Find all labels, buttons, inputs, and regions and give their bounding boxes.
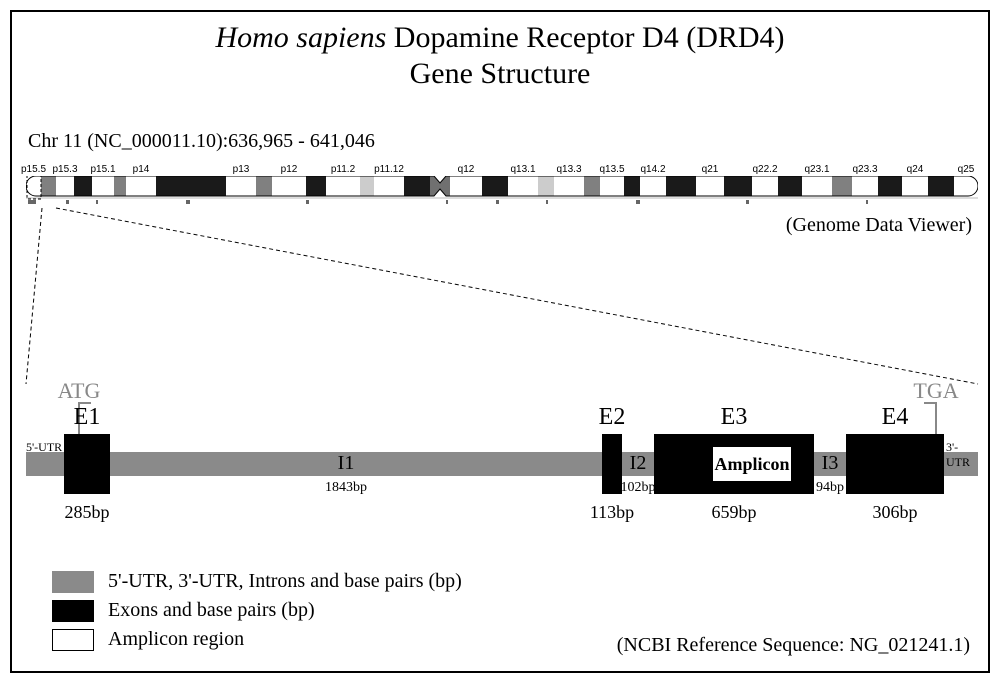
exon-e2: [602, 434, 622, 494]
band-label: q13.3: [556, 164, 581, 175]
band-label: p15.1: [90, 164, 115, 175]
legend-swatch-black: [52, 600, 94, 622]
exon-bp-e3: 659bp: [712, 502, 757, 523]
title-line2: Gene Structure: [410, 57, 591, 90]
exon-label-e4: E4: [882, 404, 909, 431]
legend-row-black: Exons and base pairs (bp): [52, 599, 952, 622]
intron-label-i1: I1: [338, 452, 355, 475]
tga-connector: [935, 402, 937, 434]
legend-swatch-white: [52, 629, 94, 651]
band-label: p11.2: [331, 164, 355, 175]
band-label: q14.2: [640, 164, 665, 175]
band-label: q22.2: [752, 164, 777, 175]
band-label: p11.12: [374, 164, 404, 175]
band-label: p14: [133, 164, 150, 175]
intron-label-i2: I2: [630, 452, 647, 475]
band-label: p12: [281, 164, 298, 175]
band-label: q21: [702, 164, 719, 175]
legend-row-gray: 5'-UTR, 3'-UTR, Introns and base pairs (…: [52, 570, 952, 593]
exon-label-e3: E3: [721, 404, 748, 431]
exon-bp-e2: 113bp: [590, 502, 634, 523]
intron-label-i3: I3: [822, 452, 839, 475]
exon-e4: [846, 434, 944, 494]
utr3-label: 3'-UTR: [946, 440, 978, 470]
title-rest: Dopamine Receptor D4 (DRD4): [386, 21, 784, 54]
species-name: Homo sapiens: [215, 21, 386, 54]
band-label: q23.3: [852, 164, 877, 175]
genomic-coordinates: Chr 11 (NC_000011.10):636,965 - 641,046: [28, 130, 375, 153]
band-label: p13: [233, 164, 250, 175]
band-labels: p15.5p15.3p15.1p14p13p12p11.2p11.12q12q1…: [26, 164, 978, 176]
band-label: q25: [958, 164, 975, 175]
band-label: q13.1: [510, 164, 535, 175]
exon-bp-e4: 306bp: [873, 502, 918, 523]
legend-label-black: Exons and base pairs (bp): [108, 599, 315, 622]
figure-frame: Homo sapiens Dopamine Receptor D4 (DRD4)…: [10, 10, 990, 673]
ncbi-reference: (NCBI Reference Sequence: NG_021241.1): [617, 634, 970, 657]
band-label: q12: [458, 164, 475, 175]
legend-swatch-gray: [52, 571, 94, 593]
gene-structure: 5'-UTR3'-UTRATGTGAE1285bpE2113bpE3659bpE…: [26, 382, 978, 562]
exon-e1: [64, 434, 110, 494]
band-label: q24: [907, 164, 924, 175]
intron-bp-i1: 1843bp: [325, 480, 367, 496]
intron-bp-i2: 102bp: [621, 480, 656, 496]
ideogram-svg: [26, 176, 978, 208]
exon-label-e1: E1: [74, 404, 101, 431]
exon-label-e2: E2: [599, 404, 626, 431]
figure-title: Homo sapiens Dopamine Receptor D4 (DRD4)…: [12, 20, 988, 92]
legend-label-gray: 5'-UTR, 3'-UTR, Introns and base pairs (…: [108, 570, 462, 593]
band-label: p15.5: [21, 164, 46, 175]
band-label: p15.3: [52, 164, 77, 175]
chromosome-ideogram: p15.5p15.3p15.1p14p13p12p11.2p11.12q12q1…: [26, 164, 978, 208]
band-label: q13.5: [599, 164, 624, 175]
utr5-label: 5'-UTR: [26, 440, 62, 455]
atg-label: ATG: [58, 378, 101, 404]
tga-label: TGA: [913, 378, 958, 404]
band-label: q23.1: [804, 164, 829, 175]
legend-label-white: Amplicon region: [108, 628, 244, 651]
exon-bp-e1: 285bp: [65, 502, 110, 523]
amplicon-region: Amplicon: [712, 446, 792, 482]
genome-data-viewer-label: (Genome Data Viewer): [786, 214, 972, 237]
intron-bp-i3: 94bp: [816, 480, 844, 496]
